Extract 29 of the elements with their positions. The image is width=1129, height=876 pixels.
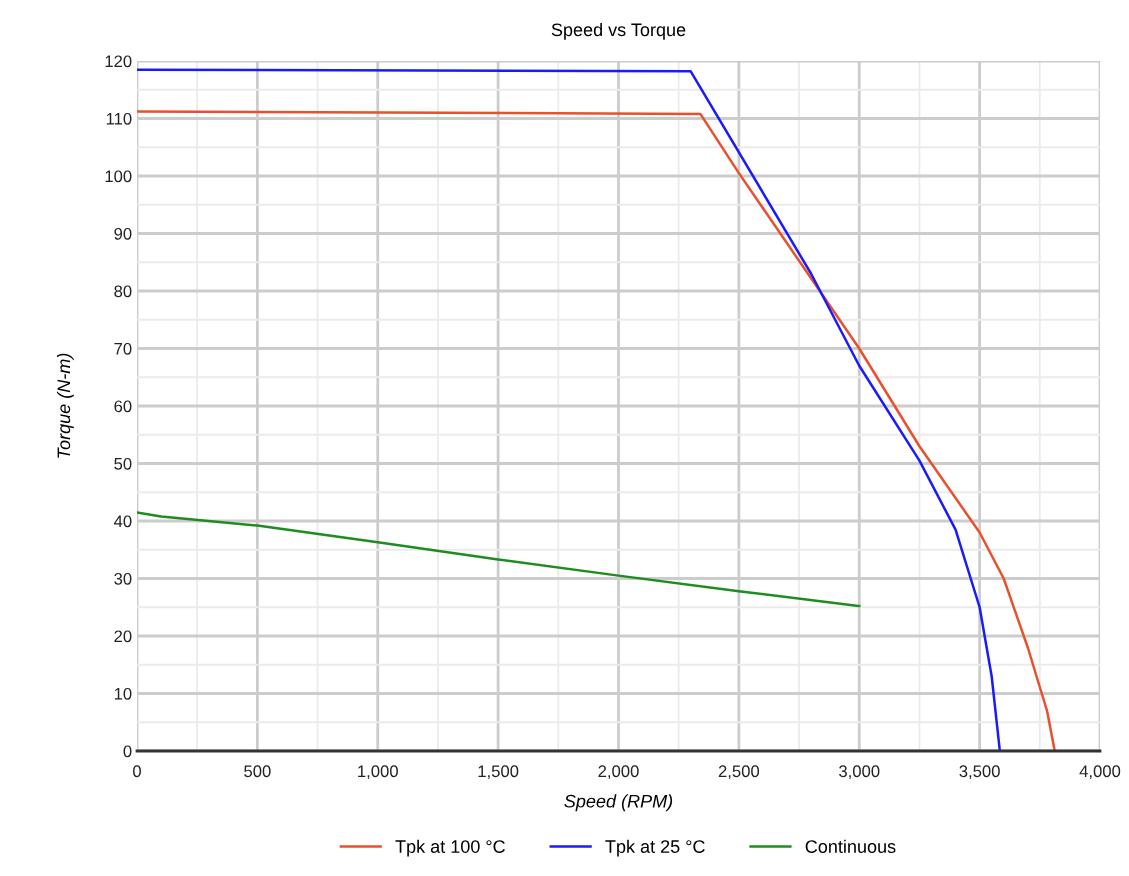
line-series xyxy=(137,511,861,608)
y-tick-label: 30 xyxy=(114,572,132,585)
y-tick-label: 10 xyxy=(114,687,132,700)
x-tick-label: 1,500 xyxy=(478,765,519,780)
x-tick-label: 2,000 xyxy=(598,765,639,780)
y-tick-label: 70 xyxy=(114,342,132,355)
y-tick-label: 80 xyxy=(114,285,132,298)
y-tick-label: 50 xyxy=(114,457,132,470)
y-axis-title: Torque (N-m) xyxy=(56,353,74,458)
y-tick-label: 0 xyxy=(123,745,132,758)
chart-title: Speed vs Torque xyxy=(551,22,686,40)
legend-label: Continuous xyxy=(805,839,896,853)
x-tick-label: 0 xyxy=(133,765,141,778)
legend-label: Tpk at 25 °C xyxy=(605,839,705,857)
x-tick-label: 1,000 xyxy=(358,765,398,780)
x-tick-label: 2,500 xyxy=(718,765,760,780)
y-tick-label: 20 xyxy=(114,630,132,643)
y-tick-label: 110 xyxy=(106,112,132,125)
x-axis-title: Speed (RPM) xyxy=(564,794,673,812)
y-tick-label: 40 xyxy=(113,515,132,528)
x-tick-label: 3,500 xyxy=(959,765,1000,780)
y-tick-label: 60 xyxy=(114,400,132,413)
x-tick-label: 4,000 xyxy=(1079,765,1121,780)
legend-label: Tpk at 100 °C xyxy=(395,839,505,857)
y-tick-label: 120 xyxy=(105,55,132,68)
x-tick-label: 500 xyxy=(244,765,271,778)
y-tick-label: 100 xyxy=(105,170,132,183)
x-tick-label: 3,000 xyxy=(839,765,880,780)
y-tick-label: 90 xyxy=(114,227,132,240)
